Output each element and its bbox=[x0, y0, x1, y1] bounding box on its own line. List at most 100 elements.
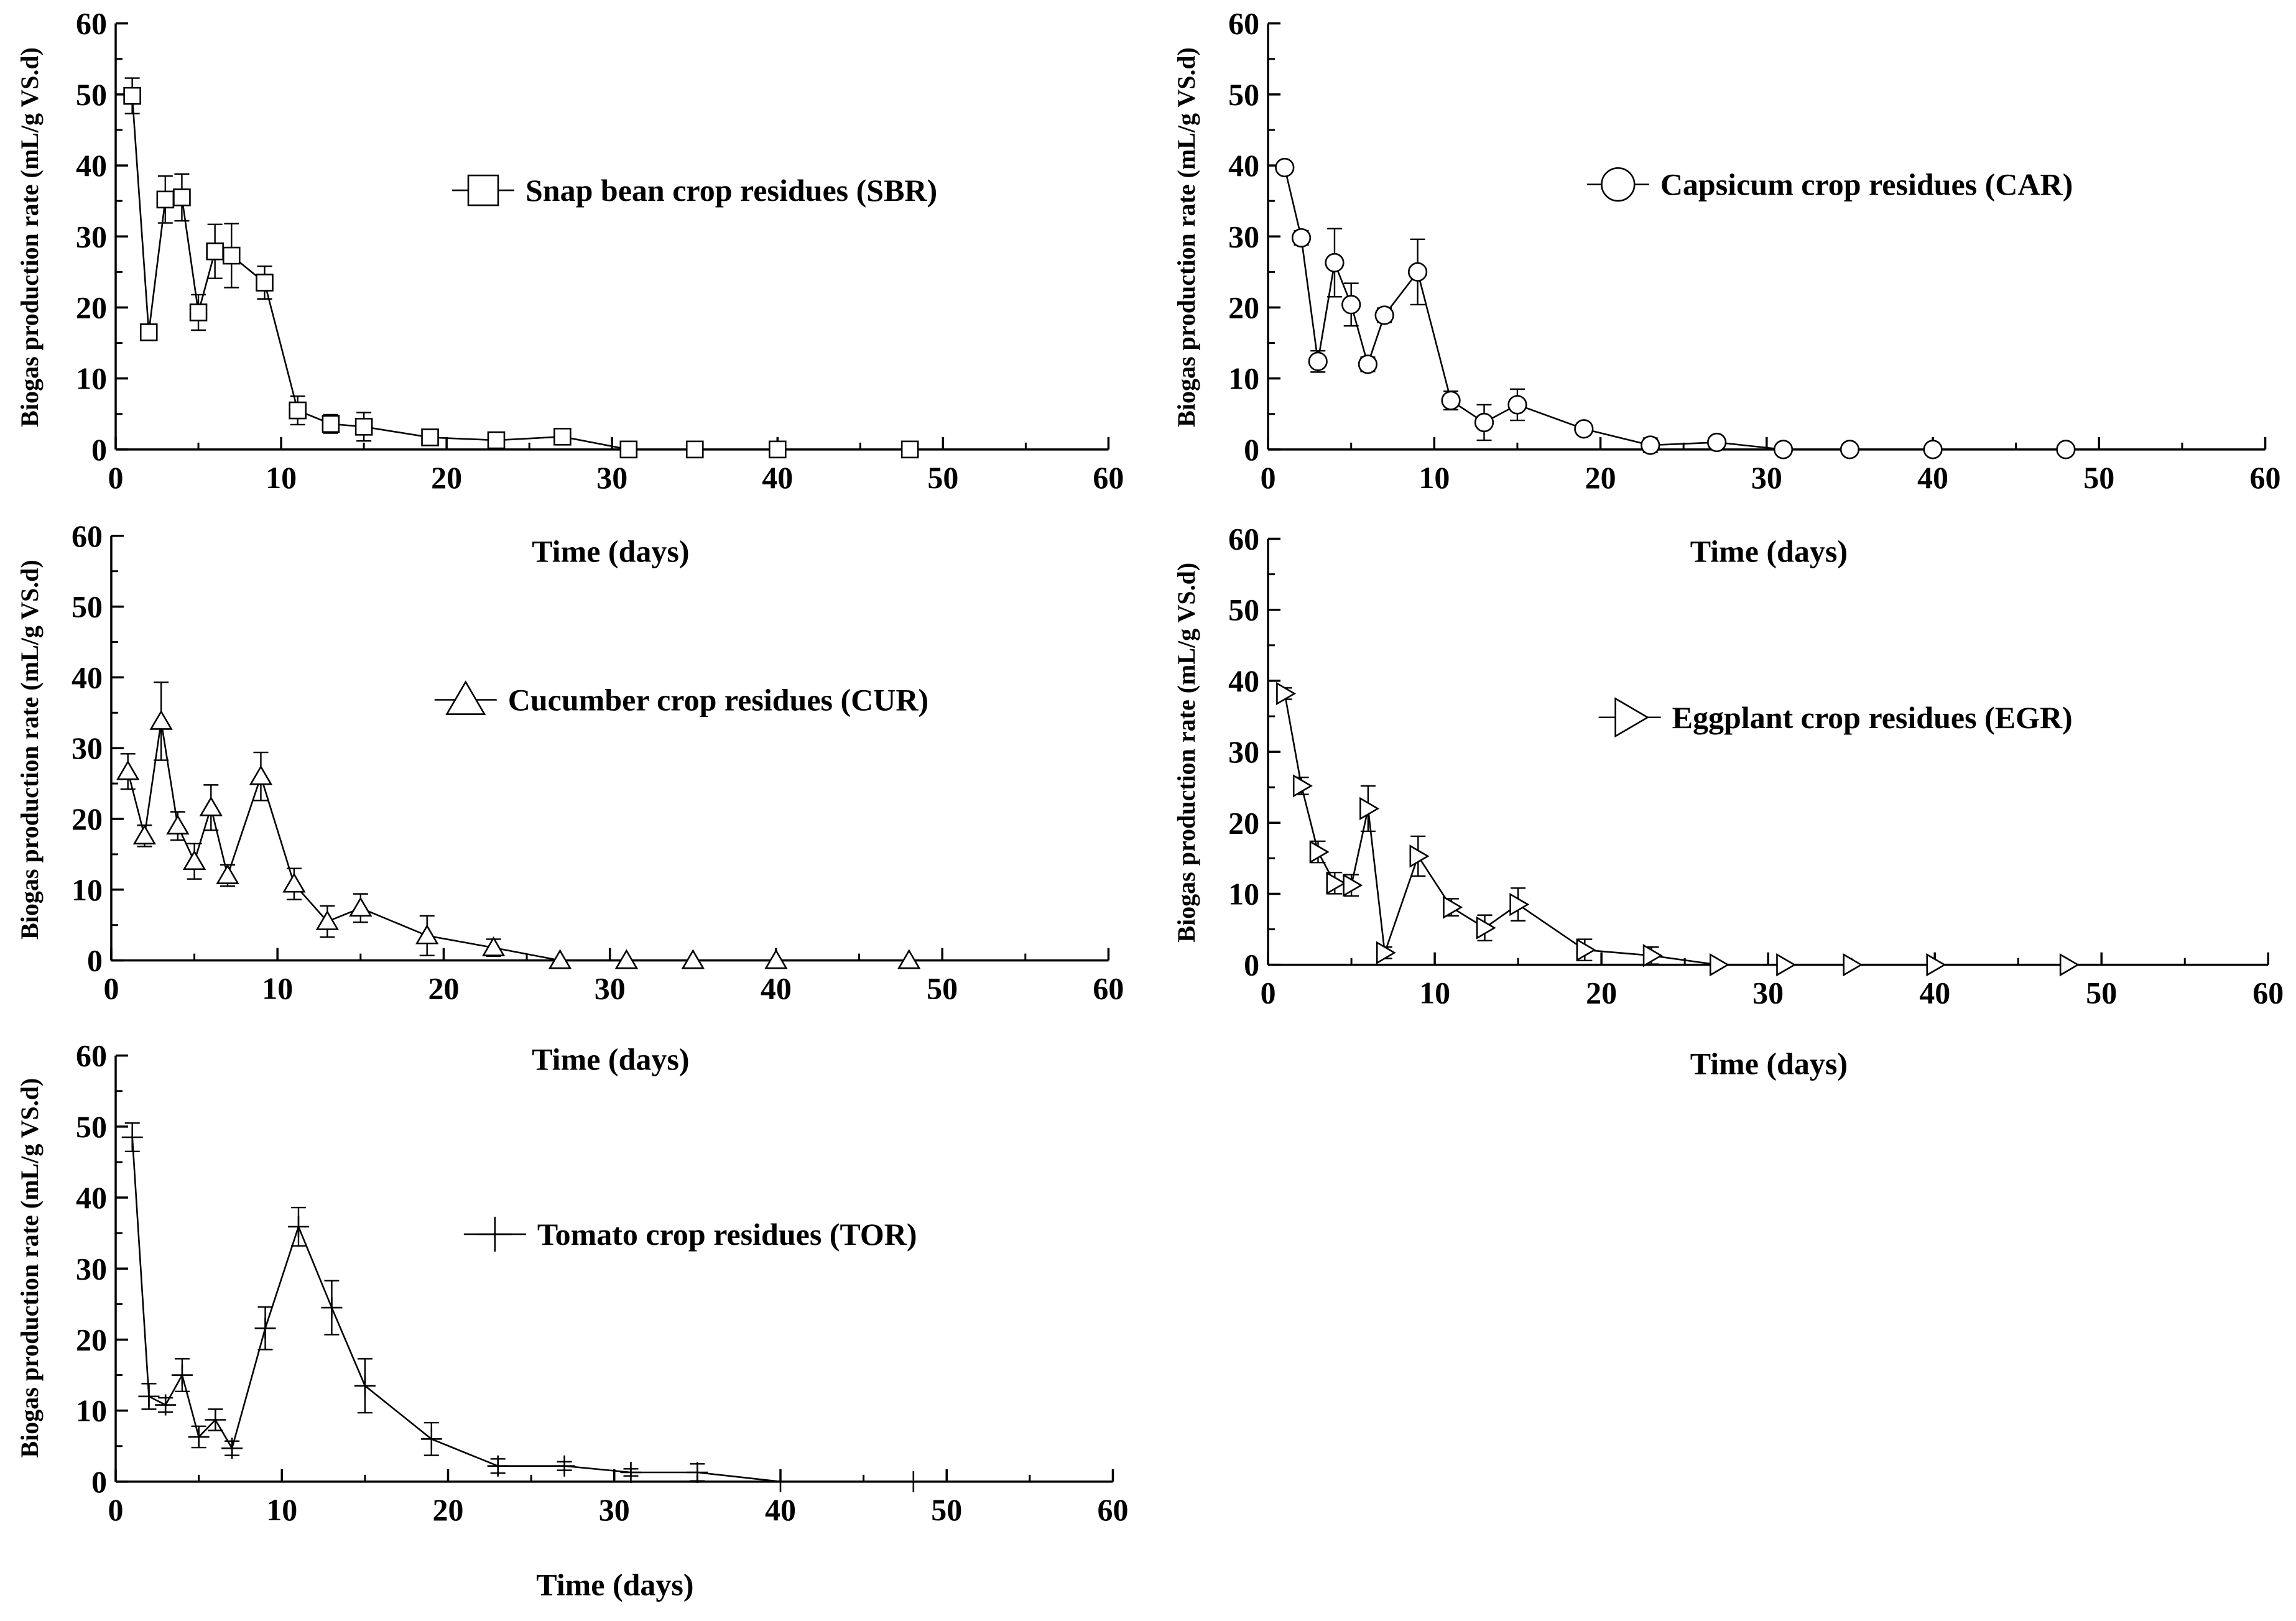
data-point bbox=[553, 1455, 575, 1477]
y-tick-label: 10 bbox=[76, 361, 107, 396]
x-tick-label: 30 bbox=[599, 1492, 630, 1527]
y-tick-label: 50 bbox=[72, 589, 103, 624]
data-point bbox=[156, 190, 175, 209]
x-tick-label: 30 bbox=[596, 460, 627, 495]
legend-label: Snap bean crop residues (SBR) bbox=[525, 173, 937, 208]
data-point bbox=[614, 949, 639, 969]
y-tick-label: 0 bbox=[1244, 432, 1259, 467]
x-tick-label: 60 bbox=[2250, 460, 2281, 495]
data-point bbox=[1359, 797, 1380, 821]
data-point bbox=[681, 949, 705, 969]
legend-label: Tomato crop residues (TOR) bbox=[537, 1217, 917, 1252]
data-point bbox=[289, 401, 307, 420]
data-point bbox=[1376, 941, 1396, 964]
data-point bbox=[1476, 916, 1496, 940]
x-axis-title: Time (days) bbox=[1690, 1046, 1848, 1081]
data-point bbox=[897, 949, 921, 969]
y-tick-label: 60 bbox=[72, 519, 103, 553]
legend-marker bbox=[1601, 167, 1636, 202]
x-tick-label: 30 bbox=[1751, 460, 1782, 495]
x-tick-label: 20 bbox=[428, 971, 459, 1006]
data-point bbox=[189, 303, 208, 321]
data-point bbox=[139, 323, 158, 341]
x-tick-label: 10 bbox=[262, 971, 293, 1006]
data-point bbox=[1292, 774, 1313, 798]
x-axis-title: Time (days) bbox=[532, 533, 689, 568]
y-tick-label: 30 bbox=[76, 1251, 107, 1286]
legend-marker bbox=[477, 1216, 512, 1252]
y-axis-title: Biogas production rate (mL/g VS.d) bbox=[1172, 47, 1200, 427]
y-axis-title: Biogas production rate (mL/g VS.d) bbox=[16, 47, 44, 427]
legend-marker bbox=[467, 174, 499, 206]
data-point bbox=[155, 1394, 177, 1416]
y-axis-title: Biogas production rate (mL/g VS.d) bbox=[1172, 563, 1200, 943]
y-tick-label: 20 bbox=[1228, 290, 1259, 325]
data-point bbox=[1574, 419, 1594, 439]
data-point bbox=[1441, 390, 1461, 410]
data-point bbox=[188, 1426, 210, 1448]
y-tick-label: 30 bbox=[76, 219, 107, 254]
data-point bbox=[166, 815, 190, 835]
y-tick-label: 0 bbox=[1244, 948, 1259, 982]
data-point bbox=[1709, 953, 1729, 977]
x-tick-label: 50 bbox=[2083, 460, 2114, 495]
data-point bbox=[768, 440, 787, 459]
data-point bbox=[415, 924, 439, 944]
data-point bbox=[1325, 252, 1345, 273]
data-point bbox=[1276, 681, 1297, 706]
data-point bbox=[287, 1216, 309, 1237]
data-point bbox=[1776, 953, 1797, 977]
data-point bbox=[1341, 295, 1361, 315]
x-tick-label: 0 bbox=[108, 460, 124, 495]
y-tick-label: 50 bbox=[76, 77, 107, 112]
data-point bbox=[116, 760, 140, 780]
x-tick-label: 0 bbox=[1261, 460, 1276, 495]
y-tick-label: 20 bbox=[76, 1322, 107, 1357]
data-point bbox=[249, 765, 273, 785]
y-tick-label: 50 bbox=[76, 1109, 107, 1144]
data-point bbox=[1641, 435, 1660, 455]
y-tick-label: 10 bbox=[1228, 361, 1259, 396]
data-point bbox=[138, 1385, 160, 1407]
data-point bbox=[173, 188, 191, 206]
data-point bbox=[1840, 440, 1860, 460]
data-point bbox=[1926, 953, 1947, 977]
data-point bbox=[1309, 840, 1330, 864]
x-tick-label: 50 bbox=[931, 1492, 962, 1527]
y-tick-label: 0 bbox=[91, 1464, 107, 1499]
x-tick-label: 40 bbox=[761, 971, 792, 1006]
y-tick-label: 20 bbox=[76, 290, 107, 325]
data-point bbox=[685, 440, 704, 459]
x-tick-label: 20 bbox=[433, 1492, 464, 1527]
y-tick-label: 20 bbox=[1228, 805, 1259, 840]
data-point bbox=[354, 1375, 376, 1397]
x-tick-label: 10 bbox=[266, 460, 297, 495]
y-tick-label: 50 bbox=[1228, 593, 1259, 627]
series-line bbox=[131, 96, 910, 451]
y-tick-label: 10 bbox=[72, 872, 103, 907]
data-point bbox=[1474, 412, 1494, 433]
x-tick-label: 50 bbox=[927, 971, 958, 1006]
data-point bbox=[1507, 395, 1527, 415]
data-point bbox=[1509, 892, 1530, 917]
legend-label: Cucumber crop residues (CUR) bbox=[508, 682, 928, 717]
x-tick-label: 40 bbox=[1917, 460, 1948, 495]
x-axis-title: Time (days) bbox=[532, 1041, 689, 1076]
data-point bbox=[121, 1126, 143, 1148]
data-point bbox=[256, 274, 274, 292]
x-tick-label: 40 bbox=[765, 1492, 796, 1527]
data-point bbox=[315, 910, 340, 930]
data-point bbox=[1923, 440, 1943, 460]
x-axis-title: Time (days) bbox=[1690, 533, 1848, 568]
data-point bbox=[420, 1428, 442, 1450]
data-point bbox=[1326, 871, 1346, 895]
x-tick-label: 50 bbox=[927, 460, 958, 495]
y-tick-label: 40 bbox=[76, 148, 107, 183]
legend-marker bbox=[445, 680, 486, 715]
x-tick-label: 10 bbox=[1419, 460, 1450, 495]
data-point bbox=[1343, 874, 1363, 897]
data-point bbox=[1773, 440, 1794, 460]
series-line bbox=[127, 721, 909, 961]
data-point bbox=[2059, 953, 2080, 977]
